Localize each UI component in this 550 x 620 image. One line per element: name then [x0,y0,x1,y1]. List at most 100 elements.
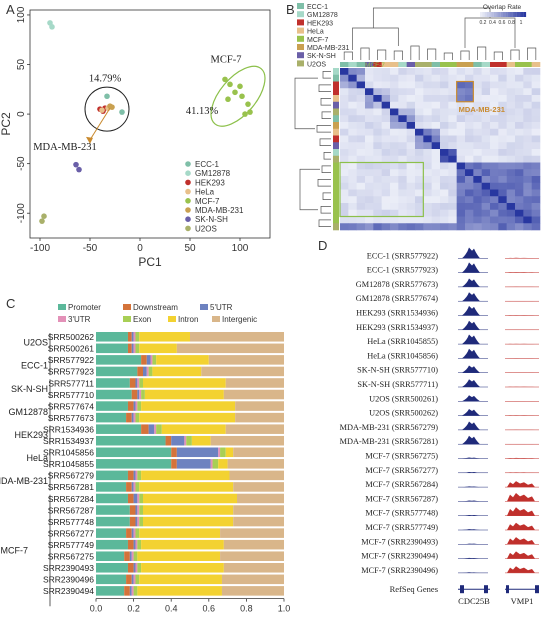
bar-legend-label: Downstream [133,303,178,312]
heatmap-cell [531,176,541,184]
heatmap-cell [423,74,432,82]
row-annotation [333,149,339,157]
y-tick-label: -100 [16,203,27,223]
heatmap-cell [473,209,482,217]
bar-segment [133,470,136,481]
heatmap-cell [365,169,374,177]
heatmap-cell [481,169,491,177]
bar-segment [139,343,177,354]
heatmap-cell [465,74,474,82]
heatmap-cell [523,122,532,130]
heatmap-cell [415,169,424,177]
heatmap-cell [356,216,366,224]
heatmap-cell [448,223,457,231]
bar-segment [137,586,222,596]
row-annotation [333,122,339,130]
heatmap-cell [515,203,524,211]
heatmap-cell [415,101,424,109]
left-dendrogram-branch [294,77,318,130]
heatmap-cell [440,108,449,116]
heatmap-legend-swatch [297,11,304,18]
track-label: MCF-7 (SRR2390494) [361,552,438,561]
bar-segment [127,343,132,354]
heatmap-cell [423,128,432,136]
heatmap-cell [373,115,382,123]
heatmap-cell [523,135,532,143]
heatmap-cell [481,101,491,109]
heatmap-cell [506,122,516,130]
heatmap-cell [365,142,374,150]
bar-segment [225,447,234,458]
heatmap-cell [531,142,541,150]
bar-segment [96,470,128,481]
heatmap-cell [415,223,424,231]
bar-segment [96,528,127,538]
heatmap-cell [448,155,457,163]
bar-segment [227,459,284,469]
bar-segment [143,505,234,515]
heatmap-cell [356,74,366,82]
heatmap-cell [423,122,432,130]
bar-segment [146,366,149,377]
heatmap-cell [523,108,532,116]
gene-name: CDC25B [458,596,490,606]
heatmap-cell [531,223,541,231]
left-dendrogram-branch [321,111,331,119]
legend-swatch [185,198,191,204]
heatmap-cell [456,216,466,224]
row-annotation [333,155,339,163]
heatmap-cell [498,162,507,170]
bar-segment [139,389,142,400]
heatmap-cell [506,203,516,211]
vmp1-signal [507,522,535,530]
heatmap-cell [465,128,474,136]
heatmap-cell [365,162,374,170]
heatmap-cell [456,176,466,184]
heatmap-cell [365,223,374,231]
bar-category-label: SRR567281 [48,482,95,492]
heatmap-cell [490,81,499,89]
row-annotation [333,176,339,184]
heatmap-cell [481,128,491,136]
scatter-point [225,96,231,103]
heatmap-cell [523,162,532,170]
heatmap-cell [381,176,391,184]
heatmap-cell [506,176,516,184]
heatmap-cell [398,128,407,136]
column-annotation [465,62,474,67]
x-tick-label: 1.0 [278,604,291,614]
x-tick-label: 0.4 [165,604,178,614]
bar-segment [131,574,134,585]
bar-legend-swatch [200,304,208,310]
bar-segment [208,355,284,365]
heatmap-cell [456,189,466,197]
cluster-circle-black [84,86,130,132]
heatmap-cell [506,162,516,170]
top-dendrogram-branch [460,50,470,60]
heatmap-cell [515,169,524,177]
scatter-point [237,83,243,90]
scatter-point [119,109,125,115]
scale-tick-label: 0.6 [499,20,506,26]
heatmap-cell [473,74,482,82]
heatmap-cell [456,74,466,82]
heatmap-cell [515,74,524,82]
heatmap-cell [415,81,424,89]
legend-swatch [185,225,191,232]
bar-segment [210,459,213,469]
bar-segment [137,389,140,400]
heatmap-cell [481,81,491,89]
heatmap-cell [365,176,374,184]
scale-cell [503,12,506,17]
bar-segment [96,378,130,388]
cdc25b-signal [462,435,480,445]
bar-segment [131,586,134,596]
heatmap-cell [448,189,457,197]
heatmap-cell [490,155,499,163]
heatmap-cell [531,196,541,204]
row-annotation [333,142,339,150]
heatmap-cell [348,216,357,224]
vmp1-signal [507,537,535,545]
left-dendrogram-branch [321,165,331,173]
heatmap-cell [348,209,357,217]
